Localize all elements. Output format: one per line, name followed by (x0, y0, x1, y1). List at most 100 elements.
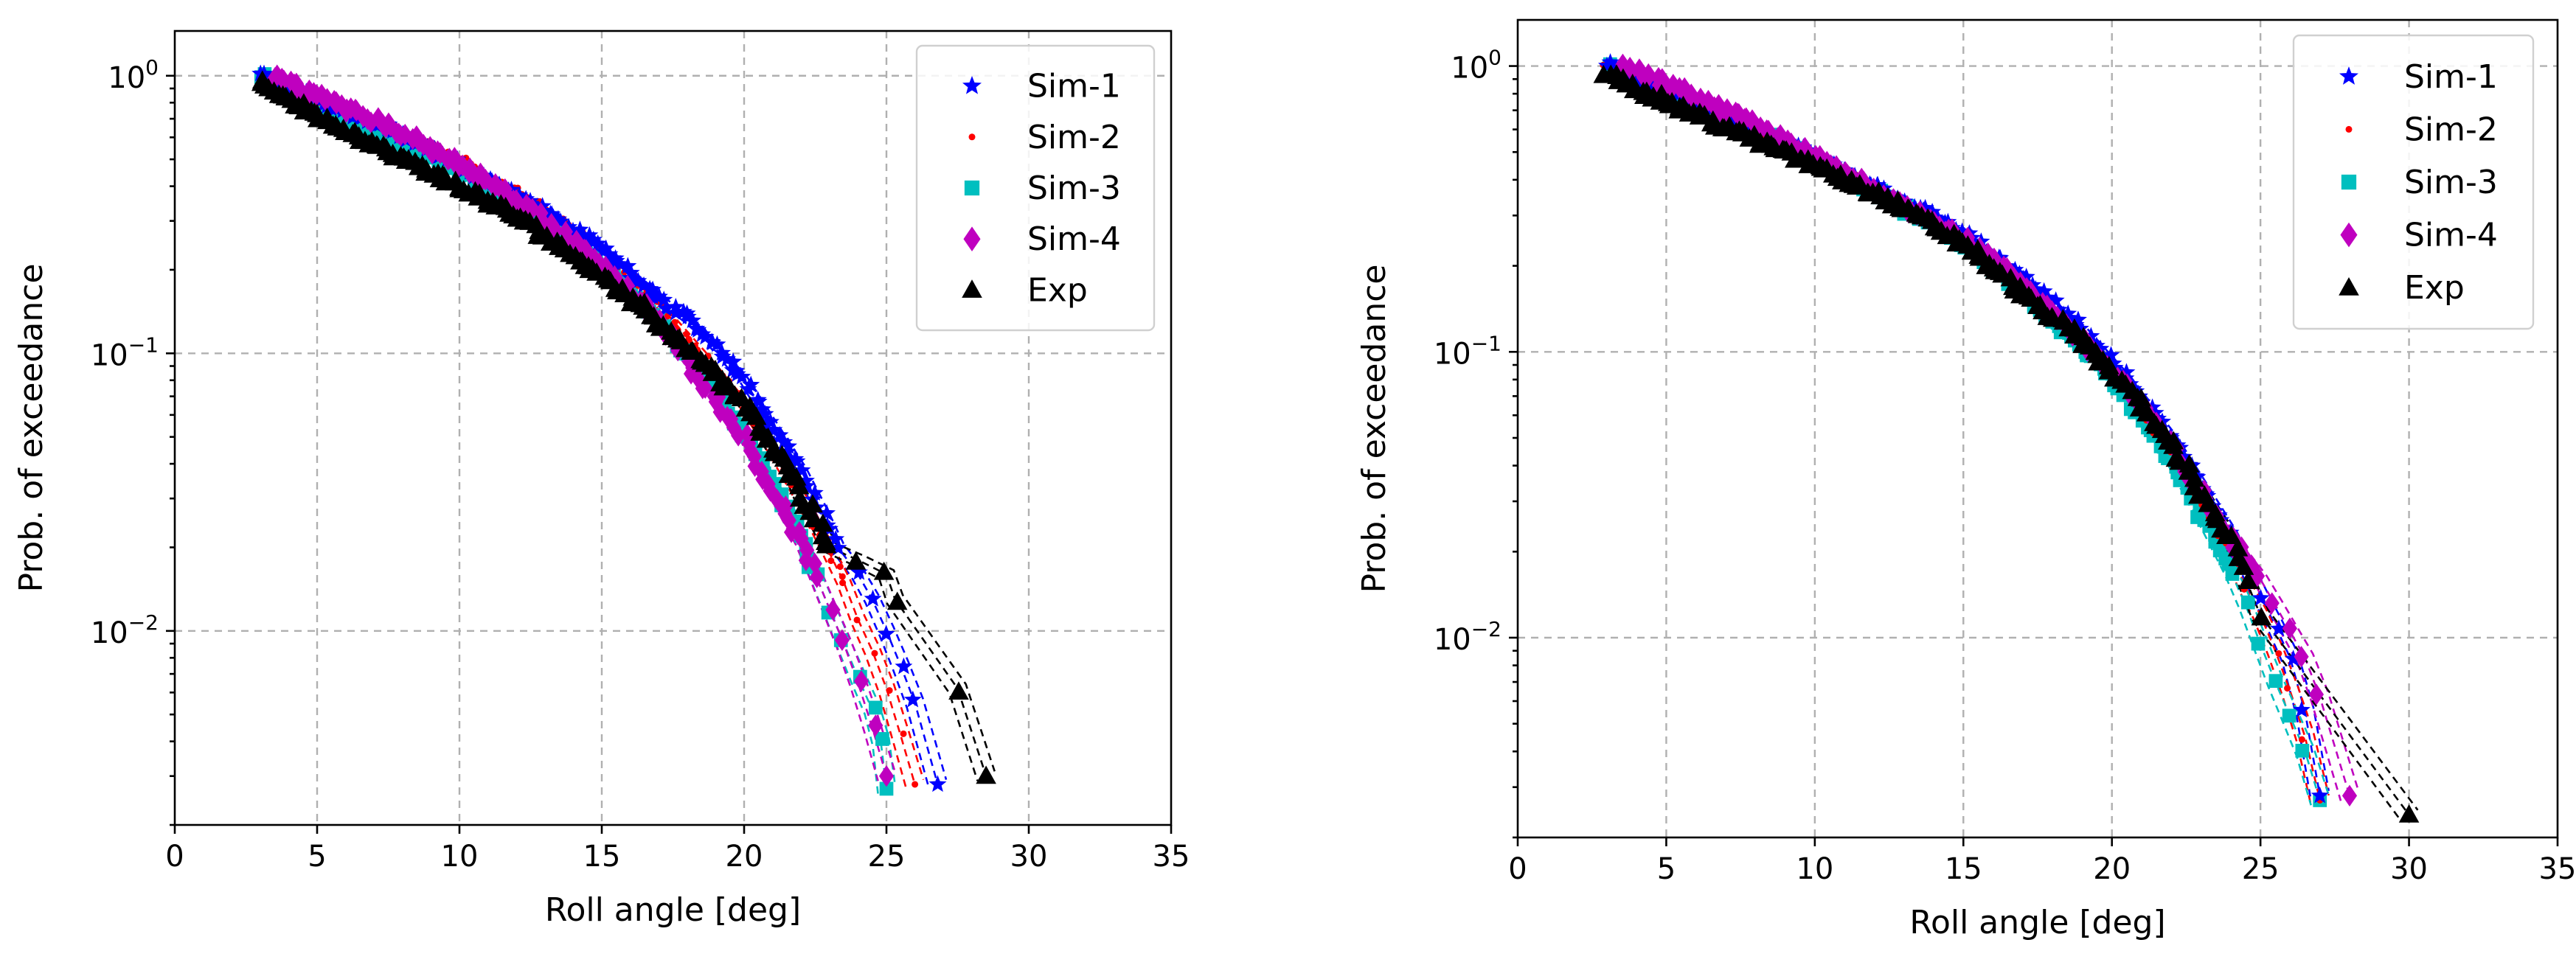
legend-item-sim-2: Sim-2 (2345, 111, 2498, 148)
data-point-sim-1 (2071, 319, 2089, 337)
data-point-sim-4 (2264, 592, 2280, 614)
fit-curve-sim-4 (274, 74, 879, 781)
data-point-sim-4 (2341, 784, 2358, 807)
data-point-sim-4 (809, 566, 824, 588)
data-point-sim-1 (829, 538, 847, 556)
data-point-exp (777, 456, 799, 475)
data-point-sim-1 (657, 299, 675, 316)
data-point-sim-1 (756, 405, 774, 422)
legend-item-sim-1: Sim-1 (2339, 58, 2498, 96)
legend-marker-exp (962, 279, 982, 298)
legend-marker-sim-2 (2345, 125, 2353, 133)
data-point-sim-1 (827, 529, 845, 547)
data-point-sim-4 (317, 88, 333, 111)
data-point-sim-1 (2082, 327, 2100, 344)
data-point-sim-4 (432, 142, 448, 164)
fit-curve-sim-3 (1606, 65, 2312, 806)
legend-label-sim-4: Sim-4 (1027, 220, 1121, 258)
data-point-sim-4 (370, 107, 386, 129)
data-point-exp (816, 534, 837, 554)
y-tick-label: 10−1 (1434, 331, 1501, 371)
series-exp (251, 70, 996, 784)
legend-marker-sim-3 (2341, 174, 2357, 190)
legend-box (2292, 34, 2535, 330)
legend-label-sim-1: Sim-1 (2404, 58, 2498, 96)
data-point-sim-1 (718, 349, 737, 367)
data-point-exp (746, 406, 767, 425)
x-tick-label: 0 (165, 840, 184, 874)
fit-curve-exp (260, 80, 979, 781)
legend: Sim-1 Sim-2 Sim-3 Sim-4 Exp (2292, 34, 2535, 330)
data-point-sim-2 (853, 616, 861, 624)
data-point-sim-2 (827, 557, 835, 565)
data-point-sim-1 (2069, 310, 2087, 328)
data-point-sim-1 (2104, 354, 2122, 372)
series-sim-2 (260, 71, 919, 788)
series-sim-3 (254, 67, 894, 796)
fit-curve-sim-3 (1606, 65, 2330, 796)
data-point-exp (2163, 435, 2184, 454)
data-point-sim-1 (895, 657, 913, 675)
data-point-sim-1 (749, 392, 768, 410)
data-point-sim-3 (2251, 636, 2266, 651)
data-point-exp (948, 681, 969, 700)
x-tick-label: 10 (441, 840, 479, 874)
series-exp (1593, 64, 2420, 823)
data-point-exp (2131, 388, 2152, 407)
x-axis-label: Roll angle [deg] (1909, 904, 2165, 941)
data-point-exp (1968, 245, 1989, 264)
legend-label-exp: Exp (2404, 269, 2465, 307)
fit-curve-sim-2 (260, 74, 916, 785)
series-sim-1 (251, 64, 947, 792)
data-point-sim-4 (723, 408, 738, 431)
series-sim-4 (267, 64, 895, 787)
data-point-sim-1 (667, 303, 685, 321)
data-point-sim-2 (671, 318, 678, 326)
data-point-sim-4 (825, 599, 841, 621)
x-axis-label: Roll angle [deg] (545, 891, 801, 929)
data-point-sim-1 (629, 271, 648, 289)
plot-frame (1516, 18, 2559, 839)
legend-item-sim-3: Sim-3 (2341, 164, 2498, 201)
data-point-exp (886, 591, 908, 610)
legend-marker-exp (2339, 276, 2359, 296)
data-point-sim-1 (2146, 403, 2164, 421)
fit-curve-exp (1606, 72, 2401, 821)
data-point-sim-1 (818, 504, 836, 521)
x-tick-label: 5 (1657, 852, 1676, 886)
data-point-sim-2 (836, 563, 844, 571)
data-point-exp (681, 341, 701, 360)
data-point-sim-4 (726, 417, 741, 439)
data-point-sim-1 (724, 352, 743, 369)
data-point-sim-1 (2311, 786, 2329, 804)
y-tick-label: 10−2 (91, 610, 159, 650)
x-tick-label: 25 (2242, 852, 2280, 886)
data-point-sim-1 (771, 425, 789, 443)
data-point-sim-2 (912, 781, 919, 788)
data-point-exp (2221, 526, 2242, 545)
data-point-sim-1 (589, 234, 607, 251)
data-point-sim-1 (600, 245, 619, 262)
data-point-sim-1 (678, 307, 697, 325)
data-point-sim-1 (2292, 700, 2311, 718)
data-point-sim-4 (383, 114, 398, 137)
data-point-sim-1 (693, 325, 712, 342)
data-point-sim-2 (2298, 736, 2305, 743)
data-point-sim-1 (2091, 339, 2110, 357)
data-point-sim-1 (564, 221, 582, 239)
data-point-sim-1 (733, 367, 751, 385)
data-point-sim-1 (580, 226, 599, 243)
y-tick-label: 10−2 (1434, 617, 1501, 657)
x-tick-label: 25 (868, 840, 906, 874)
legend-marker-sim-1 (2339, 66, 2358, 85)
data-point-sim-1 (793, 461, 811, 478)
data-point-sim-1 (696, 327, 715, 345)
fit-curve-exp (260, 80, 987, 777)
data-point-sim-1 (2284, 649, 2302, 667)
data-point-exp (2227, 537, 2249, 557)
legend-item-sim-1: Sim-1 (962, 68, 1121, 105)
data-point-sim-1 (713, 347, 732, 365)
x-tick-label: 5 (308, 840, 326, 874)
x-tick-label: 15 (583, 840, 621, 874)
